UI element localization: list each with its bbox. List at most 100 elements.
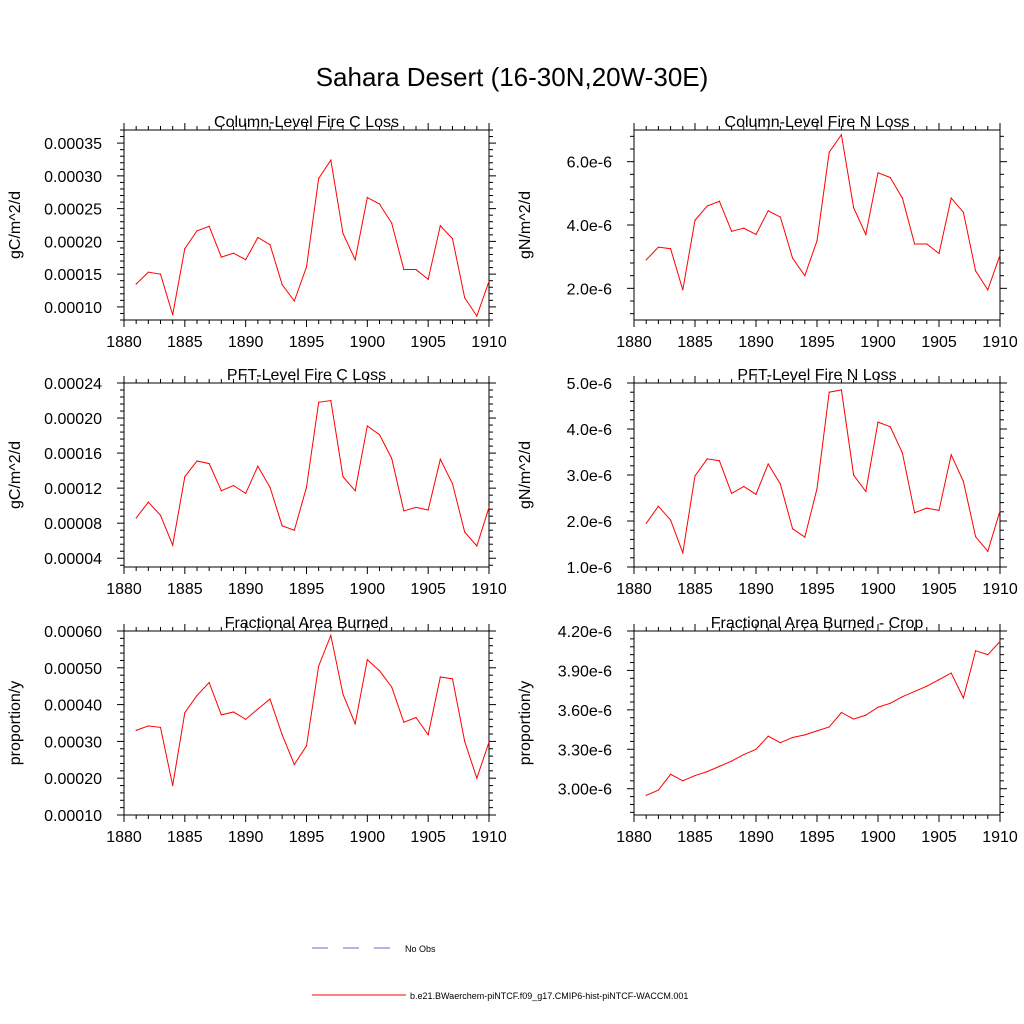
data-point — [877, 706, 879, 708]
y-tick-label: 3.00e-6 — [558, 782, 612, 799]
x-tick-label: 1905 — [921, 581, 957, 598]
panel-title: Fractional Area Burned — [225, 615, 389, 632]
data-point — [305, 486, 308, 488]
data-point — [694, 774, 696, 777]
data-series-line — [645, 389, 1001, 555]
data-point — [208, 463, 210, 465]
data-point — [220, 256, 222, 258]
data-point — [135, 283, 137, 285]
data-point — [354, 723, 356, 725]
data-point — [451, 483, 454, 485]
panel-title: PFT-Level Fire C Loss — [227, 367, 386, 384]
data-point — [232, 252, 235, 254]
data-point — [706, 205, 708, 207]
data-point — [415, 716, 417, 719]
y-axis-label: gC/m^2/d — [7, 191, 24, 259]
data-point — [245, 259, 247, 261]
data-point — [366, 425, 368, 427]
data-series-line — [135, 399, 490, 547]
data-point — [840, 389, 843, 391]
data-point — [330, 634, 332, 637]
data-point — [184, 247, 186, 250]
data-point — [889, 176, 891, 179]
data-point — [889, 426, 891, 428]
data-point — [488, 280, 490, 282]
data-point — [670, 773, 672, 775]
data-point — [975, 650, 977, 652]
y-tick-label: 0.00030 — [44, 169, 102, 186]
data-point — [718, 200, 721, 202]
data-point — [451, 238, 454, 240]
data-point — [281, 525, 283, 527]
data-point — [914, 690, 916, 693]
data-point — [767, 735, 769, 737]
data-point — [853, 718, 855, 720]
data-point — [220, 714, 222, 716]
data-point — [269, 486, 271, 488]
y-tick-label: 0.00015 — [44, 267, 102, 284]
panel-title: Column-Level Fire N Loss — [725, 114, 910, 131]
y-tick-label: 5.0e-6 — [567, 376, 612, 393]
data-point — [926, 507, 928, 509]
data-point — [196, 460, 198, 462]
data-point — [816, 730, 818, 732]
data-point — [950, 672, 952, 674]
data-point — [877, 421, 879, 423]
x-tick-label: 1880 — [106, 334, 142, 351]
y-tick-label: 2.0e-6 — [567, 281, 612, 298]
data-point — [743, 753, 745, 756]
data-point — [147, 501, 149, 503]
data-point — [743, 485, 745, 488]
plot-frame — [123, 630, 490, 816]
data-point — [962, 480, 965, 483]
x-tick-label: 1890 — [228, 581, 264, 598]
x-tick-label: 1880 — [616, 581, 652, 598]
data-series-line — [135, 158, 490, 318]
y-axis-label: gN/m^2/d — [517, 441, 534, 509]
data-point — [682, 552, 684, 554]
data-point — [476, 315, 478, 317]
data-point — [245, 718, 247, 720]
data-series-line — [645, 133, 1001, 292]
data-point — [318, 401, 320, 403]
data-point — [354, 259, 356, 261]
data-point — [135, 517, 137, 519]
data-point — [755, 748, 757, 750]
plot-frame — [123, 129, 490, 321]
data-point — [755, 493, 757, 495]
x-tick-label: 1905 — [410, 829, 446, 846]
data-point — [159, 514, 162, 516]
legend-obs-label: No Obs — [405, 944, 436, 954]
x-tick-label: 1890 — [228, 334, 264, 351]
data-point — [330, 399, 332, 402]
x-tick-label: 1910 — [982, 581, 1018, 598]
x-tick-label: 1900 — [350, 829, 386, 846]
data-point — [840, 711, 843, 714]
data-point — [999, 254, 1001, 256]
data-point — [476, 545, 478, 547]
y-tick-label: 0.00025 — [44, 202, 102, 219]
data-point — [427, 734, 429, 736]
data-point — [415, 506, 417, 509]
y-tick-label: 0.00020 — [44, 411, 102, 428]
data-point — [816, 488, 818, 490]
data-point — [828, 391, 830, 393]
data-point — [950, 454, 952, 456]
data-point — [196, 230, 198, 232]
y-tick-label: 0.00010 — [44, 300, 102, 317]
panel-column-fire-c-loss: Column-Level Fire C Loss gC/m^2/d 1880 1885… — [7, 114, 507, 351]
data-point — [987, 550, 989, 552]
data-point — [403, 268, 405, 271]
x-tick-label: 1900 — [350, 334, 386, 351]
data-point — [172, 784, 174, 787]
data-point — [889, 702, 891, 704]
data-point — [269, 244, 271, 246]
data-point — [342, 693, 344, 695]
y-tick-label: 3.0e-6 — [567, 468, 612, 485]
x-tick-label: 1880 — [616, 829, 652, 846]
data-point — [950, 197, 952, 199]
data-point — [257, 708, 259, 710]
data-point — [926, 243, 928, 245]
panel-title: Column-Level Fire C Loss — [214, 114, 399, 131]
